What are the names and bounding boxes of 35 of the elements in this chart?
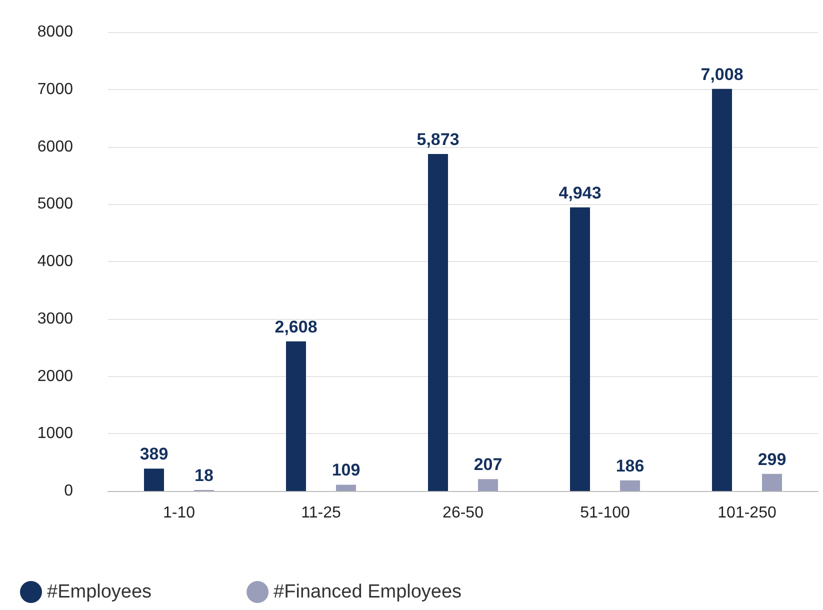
y-tick-label: 7000 [37, 80, 74, 98]
y-tick-label: 3000 [37, 310, 74, 328]
bar [428, 154, 448, 491]
data-label: 207 [474, 455, 502, 474]
x-tick-label: 11-25 [301, 504, 341, 522]
bar [620, 480, 640, 491]
y-tick-label: 4000 [37, 253, 74, 270]
data-label: 7,008 [700, 64, 744, 84]
data-label: 299 [758, 450, 786, 469]
y-tick-label: 2000 [37, 368, 74, 385]
legend-label: #Financed Employees [274, 582, 462, 602]
y-tick-label: 5000 [37, 196, 74, 213]
x-tick-label: 51-100 [580, 504, 630, 522]
data-label: 109 [332, 460, 360, 480]
bar [712, 88, 732, 491]
data-label: 5,873 [416, 130, 460, 150]
y-tick-label: 0 [64, 482, 74, 500]
data-label: 18 [194, 466, 214, 485]
data-label: 186 [616, 456, 644, 476]
y-tick-label: 6000 [37, 138, 74, 156]
x-tick-label: 1-10 [162, 504, 196, 522]
bar [336, 484, 356, 491]
data-label: 389 [140, 444, 168, 464]
bar [144, 468, 164, 491]
data-label: 4,943 [558, 183, 602, 202]
legend-label: #Employees [47, 582, 152, 602]
x-tick-label: 101-250 [718, 504, 776, 522]
y-tick-label: 8000 [37, 24, 74, 40]
x-tick-label: 26-50 [442, 504, 484, 522]
bar [762, 474, 782, 491]
bar [478, 479, 498, 491]
bar [570, 207, 590, 491]
data-label: 2,608 [274, 317, 318, 336]
bar [286, 341, 306, 491]
y-tick-label: 1000 [37, 425, 74, 442]
